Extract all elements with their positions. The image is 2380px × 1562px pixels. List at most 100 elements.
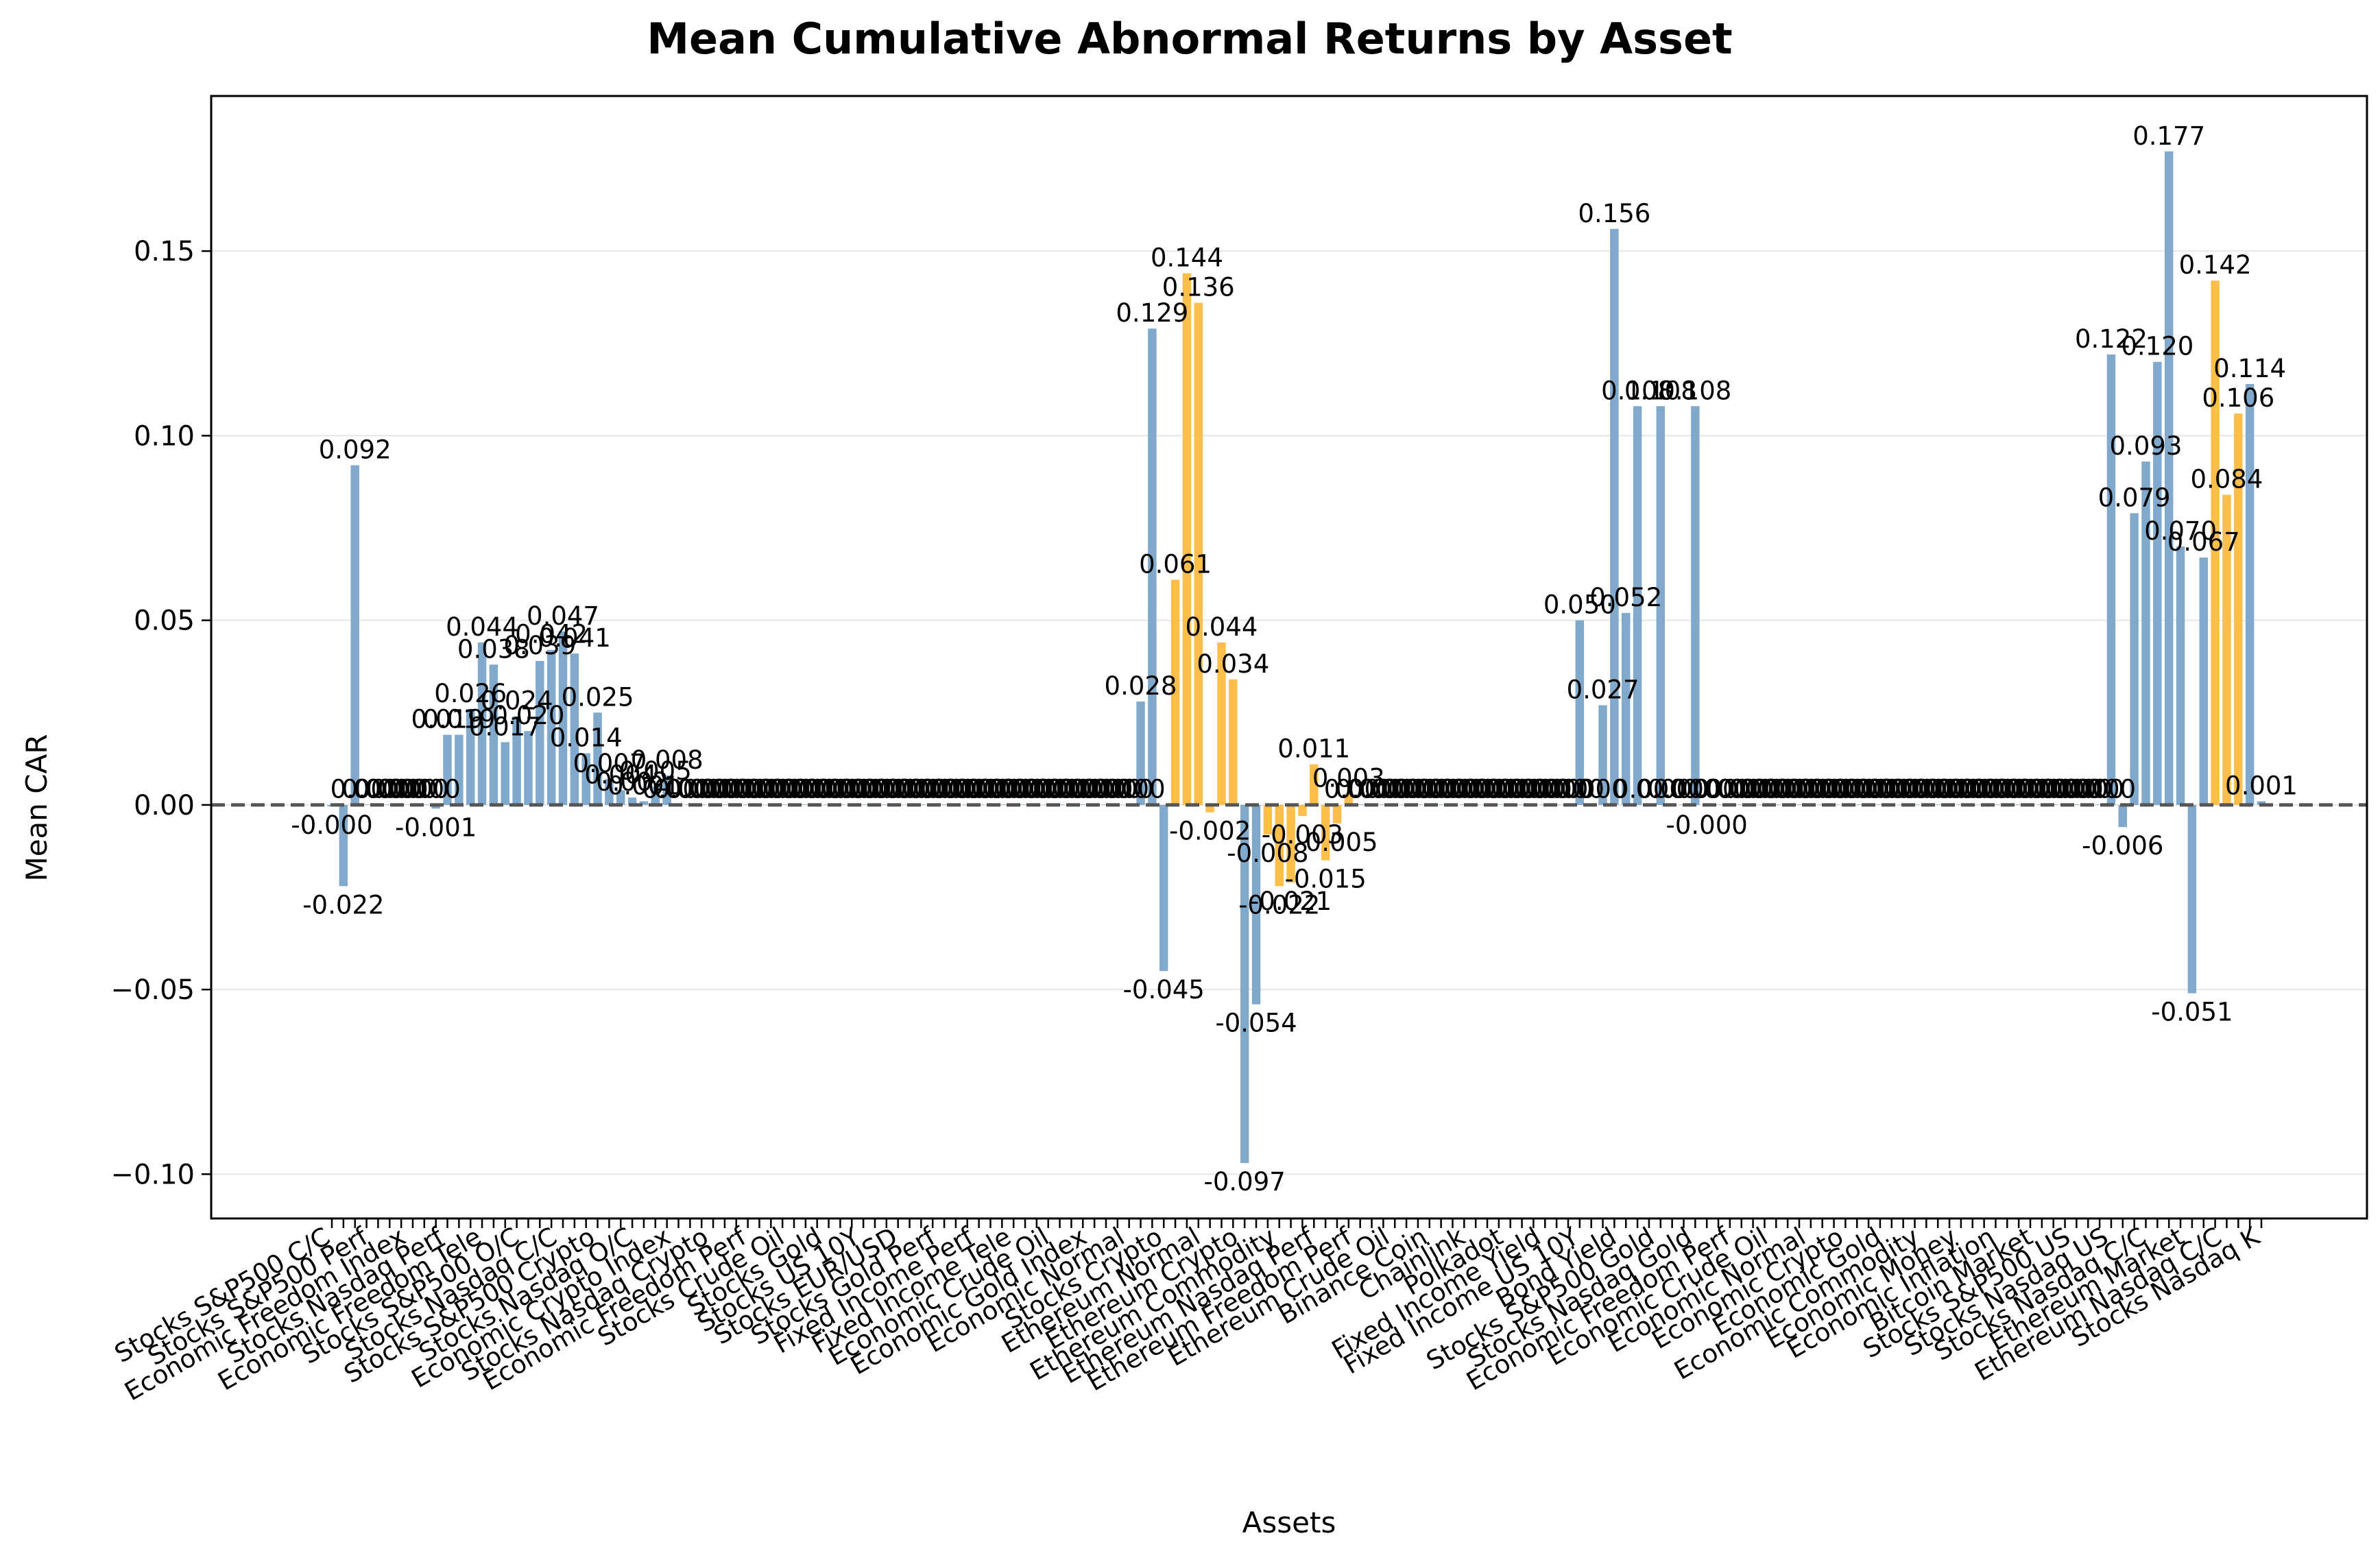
bar <box>570 653 579 805</box>
bar <box>2072 804 2081 805</box>
bar-value-label: 0.000 <box>1070 774 1142 804</box>
bar <box>558 631 568 805</box>
bar-value-label: 0.156 <box>1578 199 1650 228</box>
bar-value-label: 0.114 <box>2213 354 2286 383</box>
bar-value-label: 0.000 <box>653 774 726 804</box>
bar-value-label: 0.000 <box>1474 774 1547 804</box>
bar-value-label: 0.000 <box>1948 774 2021 804</box>
bar <box>1148 328 1157 805</box>
bar-value-label: 0.000 <box>1648 774 1720 804</box>
bar-value-label: -0.003 <box>1262 820 1343 850</box>
bar <box>1621 612 1631 805</box>
bar-value-label: 0.000 <box>1855 774 1928 804</box>
bar <box>1691 406 1700 805</box>
bar <box>1437 804 1445 805</box>
bar-value-label: 0.019 <box>411 705 484 734</box>
bar-value-label: 0.000 <box>341 774 414 804</box>
bar <box>501 742 509 805</box>
bar-value-label: 0.000 <box>804 774 876 804</box>
bar-value-label: 0.093 <box>2110 431 2183 461</box>
bar-value-label: 0.000 <box>781 774 854 804</box>
bar <box>778 804 787 805</box>
bar-value-label: 0.000 <box>1428 774 1500 804</box>
bar-value-label: 0.000 <box>1439 774 1512 804</box>
bar <box>1298 804 1307 817</box>
bar-value-label: 0.004 <box>584 760 657 789</box>
bar-value-label: 0.047 <box>527 601 599 631</box>
bar <box>2222 494 2231 805</box>
bar-value-label: 0.000 <box>1705 774 1778 804</box>
bar-value-label: 0.000 <box>1532 774 1604 804</box>
bar-value-label: -0.000 <box>1666 810 1748 840</box>
bar <box>2153 361 2162 805</box>
bar-value-label: 0.000 <box>1925 774 1997 804</box>
bar-value-label: 0.000 <box>1775 774 1847 804</box>
bar <box>1956 804 1966 805</box>
bar-value-label: 0.000 <box>1682 774 1755 804</box>
y-axis-label: Mean CAR <box>20 734 53 881</box>
value-labels: -0.000-0.0220.0920.0000.0000.0000.0000.0… <box>291 121 2298 1197</box>
bar-value-label: 0.019 <box>422 705 495 734</box>
bar <box>2257 801 2266 805</box>
bar-value-label: -0.021 <box>1250 887 1332 916</box>
bar <box>720 804 730 805</box>
bar <box>1205 804 1214 813</box>
bar <box>1275 804 1284 887</box>
bar-value-label: 0.050 <box>1543 590 1616 620</box>
bar-value-label: 0.000 <box>2029 774 2102 804</box>
bar-value-label: 0.000 <box>1555 774 1628 804</box>
bar <box>581 753 590 805</box>
bar <box>1772 804 1781 805</box>
bar-value-label: 0.144 <box>1151 243 1223 272</box>
bar <box>662 775 671 805</box>
bar <box>2164 151 2174 805</box>
bar <box>1170 579 1180 805</box>
bar-value-label: 0.000 <box>2040 774 2113 804</box>
bar-value-label: 0.000 <box>1046 774 1119 804</box>
bar <box>443 734 452 805</box>
bar-value-label: -0.008 <box>1227 839 1308 868</box>
bar <box>1229 679 1238 805</box>
bar-value-label: 0.000 <box>793 774 865 804</box>
bar-value-label: 0.001 <box>2225 771 2298 801</box>
bar-value-label: 0.000 <box>365 774 437 804</box>
bar <box>1344 793 1354 805</box>
bar-value-label: -0.045 <box>1123 975 1205 1005</box>
bar <box>2245 384 2255 805</box>
bar <box>1194 302 1203 805</box>
bar-value-label: 0.000 <box>1520 774 1593 804</box>
bar-value-label: 0.000 <box>734 774 807 804</box>
bar-value-label: 0.000 <box>1370 774 1443 804</box>
bar-value-label: 0.000 <box>1694 774 1766 804</box>
bar-value-label: 0.070 <box>2144 516 2217 546</box>
bar-value-label: 0.000 <box>1081 774 1154 804</box>
bar <box>1853 804 1862 805</box>
bar-value-label: 0.000 <box>1393 774 1466 804</box>
bar-value-label: 0.122 <box>2075 324 2148 354</box>
bar <box>1240 804 1249 1164</box>
bar-value-label: 0.067 <box>2167 527 2240 557</box>
bar <box>1079 804 1087 805</box>
bar <box>1794 804 1804 805</box>
bar-value-label: 0.000 <box>862 774 935 804</box>
bar <box>2095 804 2104 805</box>
bar-value-label: 0.041 <box>538 623 611 653</box>
bar-value-label: 0.000 <box>1058 774 1131 804</box>
bar-value-label: 0.014 <box>550 723 623 753</box>
bar <box>639 801 649 805</box>
bar <box>362 804 371 805</box>
bar <box>546 649 556 805</box>
bar-value-label: 0.039 <box>503 631 576 660</box>
bar-value-label: 0.000 <box>1890 774 1962 804</box>
bar-value-label: -0.097 <box>1204 1167 1286 1197</box>
bar <box>1494 804 1504 805</box>
bar-value-label: 0.000 <box>839 774 911 804</box>
bar-value-label: 0.005 <box>619 756 692 786</box>
bar <box>882 804 891 805</box>
bar-value-label: 0.000 <box>965 774 1038 804</box>
bar <box>1136 701 1145 805</box>
bar <box>1610 228 1619 805</box>
bar-value-label: 0.000 <box>1024 774 1096 804</box>
bar-value-label: 0.000 <box>1844 774 1916 804</box>
bar <box>2141 461 2150 805</box>
